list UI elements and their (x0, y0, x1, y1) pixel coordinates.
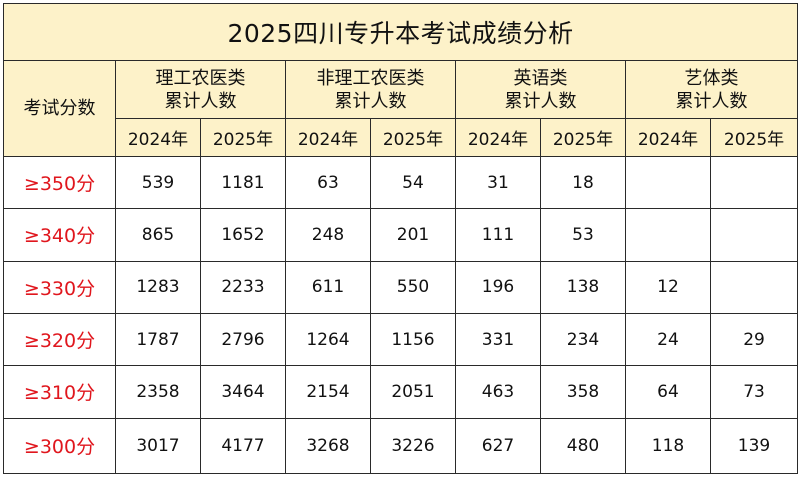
table-cell (709, 208, 799, 262)
year-header: 2025年 (709, 117, 799, 157)
year-header: 2025年 (200, 117, 286, 157)
table-cell (709, 260, 799, 314)
year-header: 2024年 (285, 117, 371, 157)
table-cell: 480 (540, 417, 626, 475)
table-cell: 1181 (200, 155, 286, 210)
table-cell: 196 (455, 260, 541, 314)
year-header-row: 2024年 2025年 2024年 2025年 2024年 2025年 2024… (4, 117, 799, 157)
table-cell: 138 (540, 260, 626, 314)
table-row: ≥340分 865 1652 248 201 111 53 (3, 208, 799, 262)
table-cell: 63 (285, 155, 371, 210)
score-threshold: ≥350分 (3, 155, 116, 210)
table-cell: 24 (625, 312, 711, 367)
table-cell: 2358 (115, 365, 201, 419)
table-cell: 234 (540, 312, 626, 367)
table-cell: 1156 (370, 312, 456, 367)
group-subtitle: 累计人数 (164, 90, 237, 112)
table-cell: 358 (540, 365, 626, 419)
table-cell: 18 (540, 155, 626, 210)
table-row: ≥300分 3017 4177 3268 3226 627 480 118 13… (3, 417, 799, 475)
table-cell: 1264 (285, 312, 371, 367)
group-header-non-stem: 非理工农医类 累计人数 (285, 60, 456, 119)
table-cell: 111 (455, 208, 541, 262)
table-row: ≥320分 1787 2796 1264 1156 331 234 24 29 (3, 312, 799, 367)
group-title: 非理工农医类 (316, 67, 425, 89)
table-cell: 463 (455, 365, 541, 419)
table-cell (625, 208, 711, 262)
table-cell: 611 (285, 260, 371, 314)
table-cell: 2796 (200, 312, 286, 367)
year-header: 2025年 (370, 117, 456, 157)
score-threshold: ≥310分 (3, 365, 116, 419)
row-header-cell: 考试分数 (3, 60, 116, 157)
table-cell (625, 155, 711, 210)
group-header-row: 考试分数 理工农医类 累计人数 非理工农医类 累计人数 英语类 累计人数 艺体类… (3, 60, 799, 157)
table-cell: 3017 (115, 417, 201, 475)
score-threshold: ≥300分 (3, 417, 116, 475)
table-cell: 627 (455, 417, 541, 475)
table-cell: 3226 (370, 417, 456, 475)
year-header: 2024年 (115, 117, 201, 157)
table-cell: 331 (455, 312, 541, 367)
group-subtitle: 累计人数 (675, 90, 748, 112)
year-header: 2024年 (625, 117, 711, 157)
group-subtitle: 累计人数 (504, 90, 577, 112)
table-cell: 2051 (370, 365, 456, 419)
score-threshold: ≥320分 (3, 312, 116, 367)
table-cell: 139 (709, 417, 799, 475)
table-row: ≥310分 2358 3464 2154 2051 463 358 64 73 (3, 365, 799, 419)
table-cell: 550 (370, 260, 456, 314)
table-cell: 3268 (285, 417, 371, 475)
group-title: 理工农医类 (155, 67, 246, 89)
table-cell: 73 (709, 365, 799, 419)
table-cell: 1652 (200, 208, 286, 262)
year-header: 2024年 (455, 117, 541, 157)
table-cell (709, 155, 799, 210)
group-header-arts: 艺体类 累计人数 (624, 60, 799, 119)
score-threshold: ≥330分 (3, 260, 116, 314)
table-cell: 1283 (115, 260, 201, 314)
table-cell: 248 (285, 208, 371, 262)
table-cell: 201 (370, 208, 456, 262)
group-subtitle: 累计人数 (334, 90, 407, 112)
title-row: 2025四川专升本考试成绩分析 (2, 2, 799, 62)
table-cell: 29 (709, 312, 799, 367)
group-title: 艺体类 (684, 67, 739, 89)
table-cell: 12 (625, 260, 711, 314)
table-cell: 3464 (200, 365, 286, 419)
score-threshold: ≥340分 (3, 208, 116, 262)
table-row: ≥350分 539 1181 63 54 31 18 (3, 155, 799, 210)
table-row: ≥330分 1283 2233 611 550 196 138 12 (3, 260, 799, 314)
table-cell: 4177 (200, 417, 286, 475)
year-header: 2025年 (540, 117, 626, 157)
table-cell: 53 (540, 208, 626, 262)
table-cell: 54 (370, 155, 456, 210)
table-title: 2025四川专升本考试成绩分析 (2, 2, 799, 62)
table-cell: 64 (625, 365, 711, 419)
group-header-stem: 理工农医类 累计人数 (115, 60, 286, 119)
table-cell: 865 (115, 208, 201, 262)
table-cell: 2233 (200, 260, 286, 314)
table-cell: 118 (625, 417, 711, 475)
table-cell: 1787 (115, 312, 201, 367)
table-cell: 2154 (285, 365, 371, 419)
table-cell: 31 (455, 155, 541, 210)
group-title: 英语类 (513, 67, 568, 89)
group-header-english: 英语类 累计人数 (455, 60, 626, 119)
table-cell: 539 (115, 155, 201, 210)
